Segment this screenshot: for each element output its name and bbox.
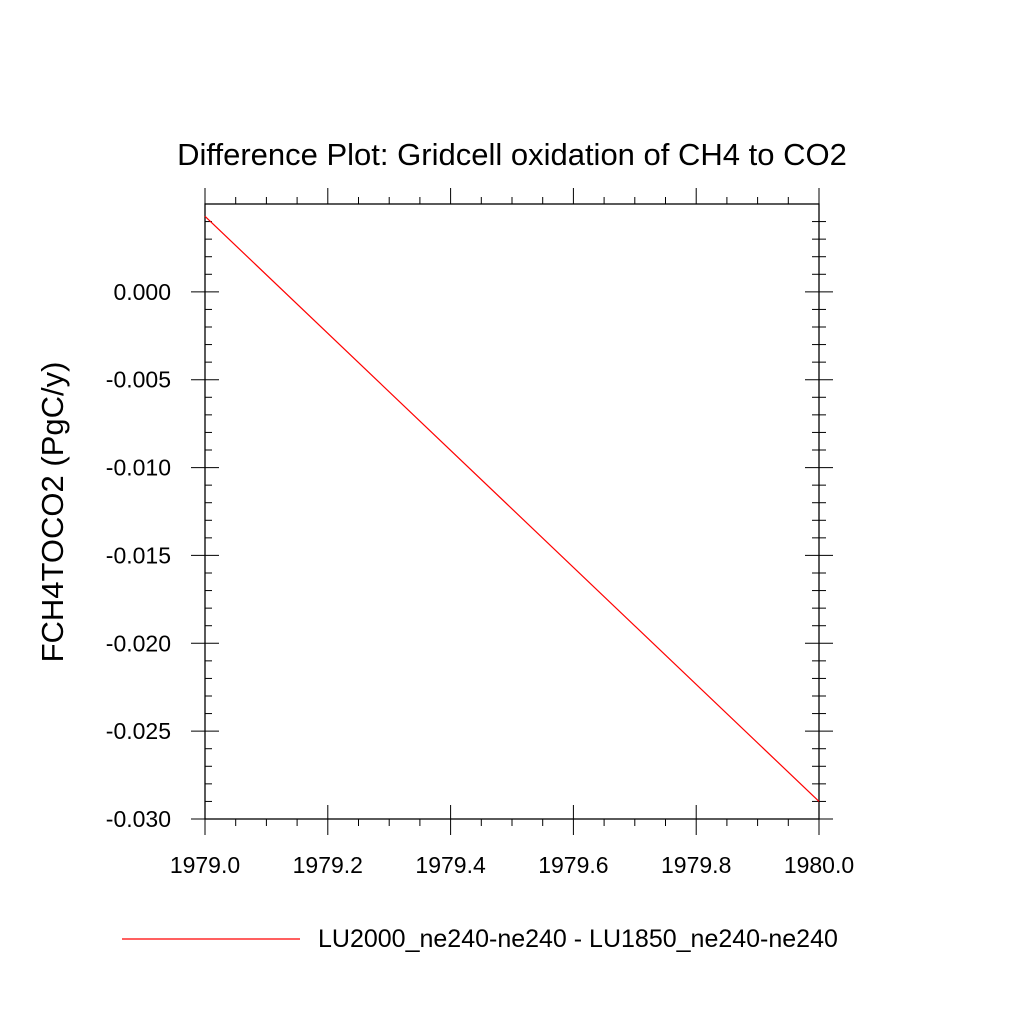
series-layer [204, 215, 820, 802]
axis-ticks [191, 188, 833, 835]
x-tick-label: 1979.6 [538, 852, 608, 878]
chart-title: Difference Plot: Gridcell oxidation of C… [177, 137, 847, 172]
y-tick-label: -0.010 [106, 455, 171, 481]
y-tick-label: -0.005 [106, 367, 171, 393]
x-tick-label: 1979.8 [661, 852, 731, 878]
x-tick-label: 1979.0 [170, 852, 240, 878]
plot-area-frame [204, 203, 820, 820]
y-tick-label: -0.020 [106, 630, 171, 656]
y-tick-label: -0.030 [106, 806, 171, 832]
y-tick-label: -0.015 [106, 542, 171, 568]
y-tick-label: -0.025 [106, 718, 171, 744]
x-tick-label: 1979.2 [293, 852, 363, 878]
x-tick-label: 1979.4 [415, 852, 486, 878]
x-tick-label: 1980.0 [784, 852, 854, 878]
legend: LU2000_ne240-ne240 - LU1850_ne240-ne240 [122, 925, 838, 953]
legend-label: LU2000_ne240-ne240 - LU1850_ne240-ne240 [318, 925, 838, 953]
series-line [204, 215, 820, 802]
y-tick-label: 0.000 [113, 279, 171, 305]
axis-tick-labels: 1979.0 1979.2 1979.4 1979.6 1979.8 1980.0 0.00… [106, 279, 854, 878]
y-axis-label: FCH4TOCO2 (PgC/y) [35, 362, 70, 663]
